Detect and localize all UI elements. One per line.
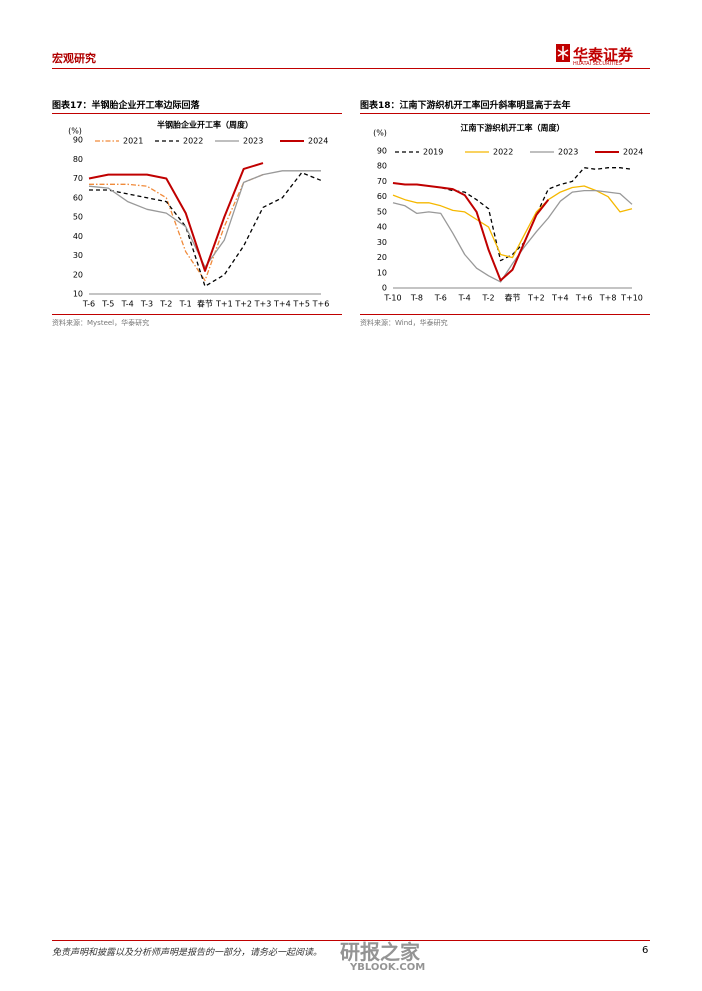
legend-label: 2022 bbox=[493, 148, 513, 157]
series-line bbox=[392, 167, 633, 262]
y-tick-label: 70 bbox=[73, 174, 83, 183]
y-tick-label: 20 bbox=[377, 253, 387, 262]
x-tick-label: T-10 bbox=[383, 294, 401, 303]
x-tick-label: 春节 bbox=[197, 299, 213, 309]
legend-label: 2022 bbox=[183, 137, 203, 146]
source-rule bbox=[360, 314, 650, 315]
x-tick-label: T+2 bbox=[234, 300, 252, 309]
y-unit: (%) bbox=[373, 129, 387, 138]
page-number: 6 bbox=[642, 945, 649, 956]
series-line bbox=[392, 182, 550, 282]
y-tick-label: 50 bbox=[377, 207, 387, 216]
legend-label: 2024 bbox=[623, 148, 643, 157]
y-tick-label: 50 bbox=[73, 213, 83, 222]
chart: 江南下游织机开工率（周度） (%) 0 10 20 30 40 50 60 70 80 90 T-10 T… bbox=[373, 123, 643, 303]
brand: 华泰证券 bbox=[573, 46, 634, 64]
x-tick-label: T+4 bbox=[551, 294, 569, 303]
series-line bbox=[392, 185, 633, 259]
x-tick-label: T-8 bbox=[410, 294, 423, 303]
x-tick-label: T-6 bbox=[434, 294, 447, 303]
x-tick-label: T+6 bbox=[312, 300, 330, 309]
x-tick-label: T+5 bbox=[292, 300, 310, 309]
series-line bbox=[88, 170, 321, 268]
y-tick-label: 60 bbox=[73, 193, 83, 202]
y-tick-label: 70 bbox=[377, 177, 387, 186]
x-tick-label: T+4 bbox=[273, 300, 291, 309]
section: 宏观研究 bbox=[52, 52, 96, 65]
legend-label: 2019 bbox=[423, 148, 443, 157]
legend-label: 2023 bbox=[558, 148, 578, 157]
x-tick-label: 春节 bbox=[505, 293, 521, 303]
brand-en: HUATAI SECURITIES bbox=[573, 61, 622, 67]
x-tick-label: T+3 bbox=[254, 300, 272, 309]
series-line bbox=[89, 172, 322, 287]
x-tick-label: T-2 bbox=[482, 294, 495, 303]
source-rule bbox=[52, 314, 342, 315]
x-tick-label: T-1 bbox=[179, 300, 192, 309]
footer-rule bbox=[52, 940, 650, 941]
y-tick-label: 0 bbox=[382, 284, 387, 293]
logo bbox=[556, 44, 570, 62]
y-tick-label: 90 bbox=[73, 136, 83, 145]
y-tick-label: 90 bbox=[377, 147, 387, 156]
y-tick-label: 10 bbox=[73, 290, 83, 299]
legend-label: 2021 bbox=[123, 137, 143, 146]
disclaimer: 免责声明和披露以及分析师声明是报告的一部分，请务必一起阅读。 bbox=[52, 948, 323, 958]
series-line bbox=[392, 189, 633, 283]
x-tick-label: T-4 bbox=[458, 294, 471, 303]
chart: 半钢胎企业开工率（周度） (%) 10 20 30 40 50 60 70 80 90 T-6 T-5 T… bbox=[68, 120, 330, 309]
caption-rule bbox=[360, 113, 650, 114]
x-tick-label: T+10 bbox=[620, 294, 643, 303]
y-tick-label: 60 bbox=[377, 192, 387, 201]
watermark: 研报之家 bbox=[340, 940, 420, 964]
x-tick-label: T-6 bbox=[82, 300, 95, 309]
y-tick-label: 10 bbox=[377, 268, 387, 277]
source: 资料来源：Wind，华泰研究 bbox=[360, 319, 448, 327]
figure-caption: 图表17：半钢胎企业开工率边际回落 bbox=[52, 101, 200, 111]
x-tick-label: T-4 bbox=[121, 300, 134, 309]
series-line bbox=[88, 162, 264, 272]
caption-rule bbox=[52, 113, 342, 114]
legend-label: 2024 bbox=[308, 137, 328, 146]
x-tick-label: T-2 bbox=[159, 300, 172, 309]
series-line bbox=[89, 173, 264, 282]
y-tick-label: 30 bbox=[377, 238, 387, 247]
source: 资料来源：Mysteel，华泰研究 bbox=[52, 319, 150, 327]
y-tick-label: 80 bbox=[73, 155, 83, 164]
header-rule bbox=[52, 68, 650, 69]
y-tick-label: 40 bbox=[73, 232, 83, 241]
y-tick-label: 80 bbox=[377, 162, 387, 171]
x-tick-label: T+6 bbox=[575, 294, 593, 303]
watermark-url: YBLOOK.COM bbox=[350, 962, 426, 973]
figure-caption: 图表18：江南下游织机开工率回升斜率明显高于去年 bbox=[360, 101, 571, 111]
x-tick-label: T+1 bbox=[215, 300, 233, 309]
y-tick-label: 20 bbox=[73, 270, 83, 279]
y-tick-label: 30 bbox=[73, 251, 83, 260]
y-unit: (%) bbox=[68, 127, 82, 136]
x-tick-label: T+2 bbox=[527, 294, 545, 303]
x-tick-label: T-5 bbox=[101, 300, 114, 309]
legend-label: 2023 bbox=[243, 137, 263, 146]
y-tick-label: 40 bbox=[377, 223, 387, 232]
x-tick-label: T-3 bbox=[140, 300, 153, 309]
x-tick-label: T+8 bbox=[599, 294, 617, 303]
chart-title: 半钢胎企业开工率（周度） bbox=[157, 120, 253, 130]
chart-title: 江南下游织机开工率（周度） bbox=[461, 123, 565, 133]
